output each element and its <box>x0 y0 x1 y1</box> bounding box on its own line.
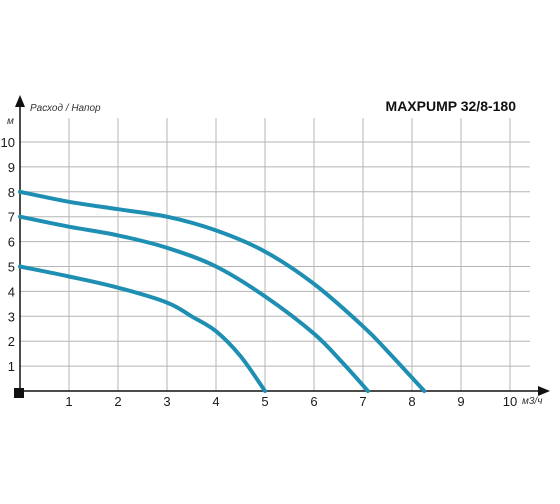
x-tick-label: 7 <box>359 394 366 409</box>
x-tick-label: 4 <box>212 394 219 409</box>
series-line-3 <box>18 264 267 393</box>
chart-subtitle: Расход / Напор <box>30 103 101 114</box>
series-line-1 <box>18 189 427 393</box>
y-tick-label: 3 <box>8 309 15 324</box>
x-tick-label: 2 <box>114 394 121 409</box>
grid <box>20 118 530 391</box>
x-tick-label: 8 <box>408 394 415 409</box>
y-axis-unit: м <box>7 116 14 127</box>
x-axis-unit: м3/ч <box>522 396 542 407</box>
x-tick-label: 3 <box>163 394 170 409</box>
series-layer <box>18 189 427 393</box>
y-tick-label: 1 <box>8 359 15 374</box>
x-tick-label: 9 <box>457 394 464 409</box>
x-tick-label: 1 <box>65 394 72 409</box>
y-tick-label: 9 <box>8 160 15 175</box>
y-axis-arrow-icon <box>15 95 25 107</box>
chart-title: MAXPUMP 32/8-180 <box>386 98 517 114</box>
y-tick-label: 10 <box>1 135 15 150</box>
y-tick-label: 7 <box>8 210 15 225</box>
y-tick-label: 6 <box>8 235 15 250</box>
x-tick-label: 6 <box>310 394 317 409</box>
tick-layer: 1 2 3 4 5 6 7 8 9 10 1 2 3 4 5 6 7 8 9 10 <box>1 135 518 409</box>
x-tick-label: 5 <box>261 394 268 409</box>
x-tick-label: 10 <box>503 394 517 409</box>
x-axis-arrow-icon <box>538 386 550 396</box>
y-tick-label: 8 <box>8 185 15 200</box>
series-line-2 <box>18 214 370 393</box>
axes <box>14 95 550 398</box>
y-tick-label: 5 <box>8 260 15 275</box>
origin-marker-icon <box>14 388 24 398</box>
y-tick-label: 2 <box>8 334 15 349</box>
y-tick-label: 4 <box>8 284 15 299</box>
